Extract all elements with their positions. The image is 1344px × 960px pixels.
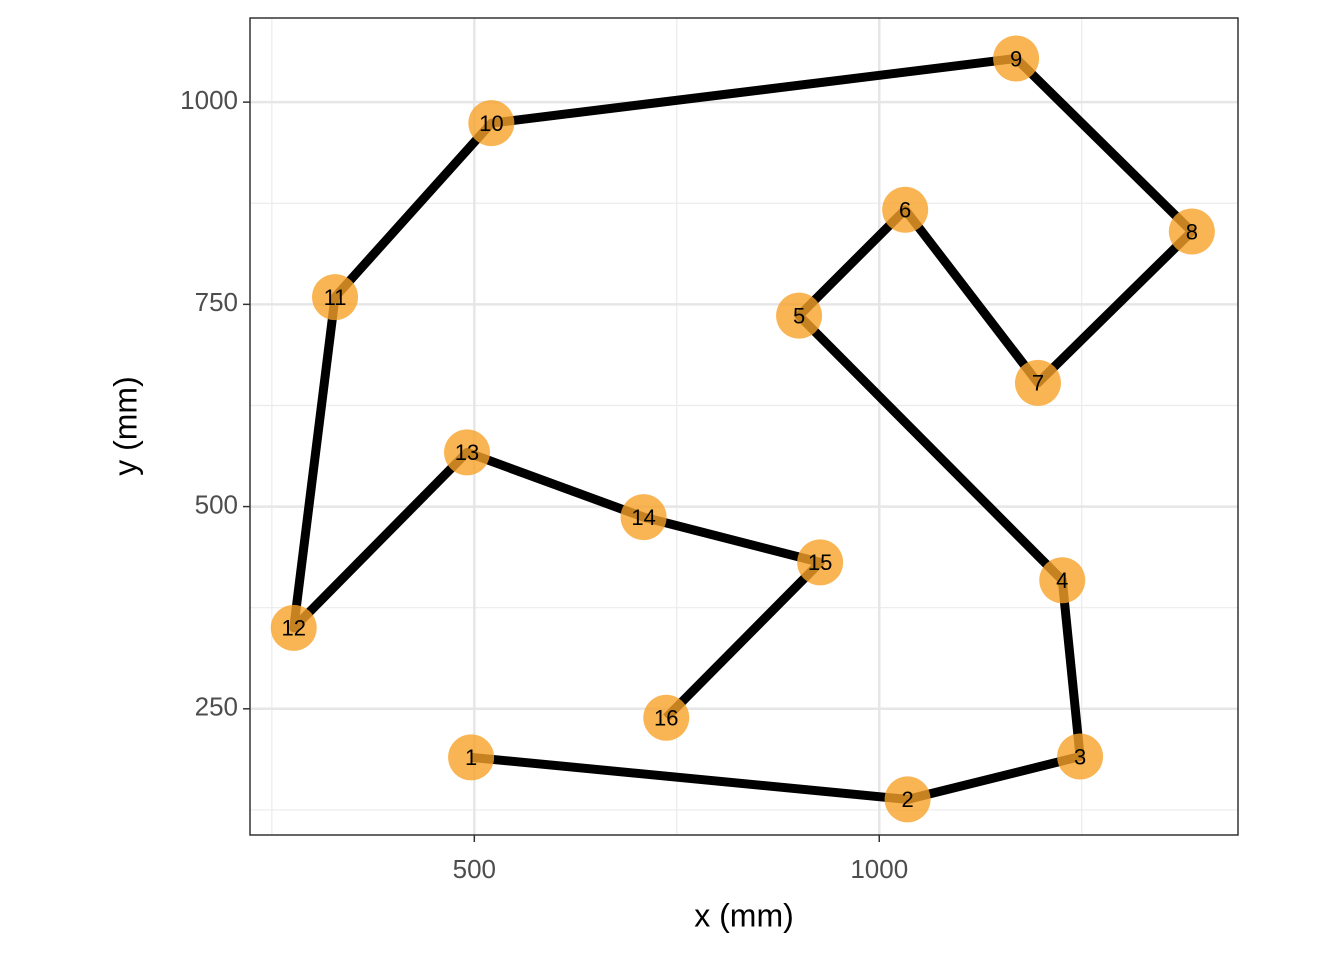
point-label: 4 <box>1056 568 1068 593</box>
point-label: 10 <box>479 111 503 136</box>
point <box>797 539 844 586</box>
y-axis-title: y (mm) <box>107 376 143 476</box>
point-label: 16 <box>654 706 678 731</box>
path-line <box>289 53 1197 804</box>
point <box>776 292 823 339</box>
y-tick-label: 500 <box>195 489 238 519</box>
point-label: 2 <box>901 787 913 812</box>
point <box>312 274 359 321</box>
point <box>1057 733 1104 780</box>
point <box>882 186 929 233</box>
point <box>1014 359 1061 406</box>
y-tick-label: 250 <box>195 692 238 722</box>
panel-border <box>249 17 1239 836</box>
point <box>270 604 317 651</box>
point-label: 15 <box>808 550 832 575</box>
point <box>448 734 495 781</box>
point-label: 12 <box>281 616 305 641</box>
point-label: 7 <box>1032 371 1044 396</box>
point <box>993 35 1040 82</box>
point-label: 9 <box>1010 46 1022 71</box>
point <box>468 100 515 147</box>
x-axis-title: x (mm) <box>694 897 794 933</box>
point <box>444 429 491 476</box>
point-label: 6 <box>899 198 911 223</box>
point-label: 11 <box>324 285 347 310</box>
y-tick-label: 750 <box>195 287 238 317</box>
point <box>620 494 667 541</box>
point-label: 14 <box>631 505 655 530</box>
point-label: 5 <box>793 303 805 328</box>
point-label: 8 <box>1186 219 1198 244</box>
x-tick-label: 500 <box>453 854 496 884</box>
point <box>1168 208 1215 255</box>
point <box>1039 557 1086 604</box>
point-label: 3 <box>1074 744 1086 769</box>
point-label: 1 <box>465 745 477 770</box>
y-tick-label: 1000 <box>180 85 238 115</box>
point-label: 13 <box>455 440 479 465</box>
point <box>884 776 931 823</box>
x-tick-label: 1000 <box>850 854 908 884</box>
point <box>643 694 690 741</box>
